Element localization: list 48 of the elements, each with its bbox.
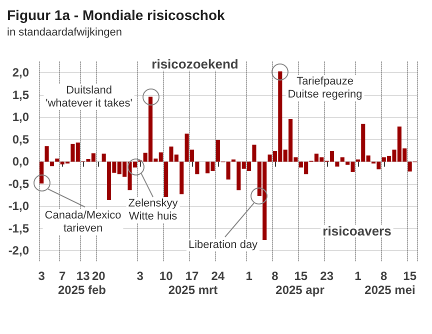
y-tick-label: -2,0 [8, 244, 30, 258]
x-tick-label: 1 [246, 268, 253, 283]
text: 2025 mei [364, 283, 416, 297]
text: 2025 mrt [168, 283, 218, 297]
x-tick-label: 23 [320, 268, 334, 283]
bar [50, 162, 54, 166]
bar [195, 162, 200, 174]
y-tick-label: 0,5 [12, 132, 30, 146]
bar [252, 144, 256, 162]
bar [44, 146, 49, 162]
x-tick-label: 3 [136, 268, 144, 283]
text: 2025 apr [276, 283, 325, 297]
bar [102, 154, 106, 162]
x-tick-label: 3 [38, 268, 46, 283]
chart-subtitle: in standaardafwijkingen [7, 26, 122, 38]
text: 2025 feb [58, 283, 106, 297]
y-tick-label: -1,5 [8, 221, 30, 236]
y-tick-label: -0,5 [8, 176, 30, 191]
x-tick-label: 8 [272, 268, 279, 283]
x-tick-label: 13 [76, 268, 90, 283]
x-tick-label: 15 [294, 268, 308, 283]
x-tick-label: 17 [185, 268, 199, 283]
x-tick-label: 24 [211, 268, 225, 283]
x-tick-label: 10 [159, 268, 174, 283]
annotation: risicozoekend [152, 56, 238, 72]
y-tick-label: 1,5 [12, 88, 30, 102]
bar [55, 158, 60, 162]
x-tick-label: 20 [92, 268, 106, 283]
annotation: Tariefpauze Duitse regering [288, 76, 362, 100]
y-tick-label: -1,0 [8, 199, 30, 214]
bar [40, 162, 44, 184]
x-tick-label: 7 [58, 268, 66, 283]
y-tick-label: 2,0 [12, 66, 30, 80]
bar [335, 162, 340, 167]
x-tick-label: 8 [380, 268, 388, 283]
annotation: Zelenskyy Witte huis [128, 198, 178, 222]
x-tick-label: 15 [403, 268, 417, 283]
bar [164, 162, 168, 198]
x-tick-label: 1 [354, 268, 362, 283]
annotation: Duitsland 'whatever it takes' [46, 84, 132, 110]
y-tick-label: 1,0 [12, 110, 30, 124]
annotation: Canada/Mexico tarieven [44, 210, 122, 234]
bar [216, 140, 220, 162]
y-tick-label: 0,0 [12, 154, 30, 169]
annotation: risicoavers [322, 224, 392, 238]
chart-title: Figuur 1a - Mondiale risicoschok [7, 7, 226, 23]
bar [180, 162, 184, 194]
annotation: Liberation day [188, 239, 258, 251]
